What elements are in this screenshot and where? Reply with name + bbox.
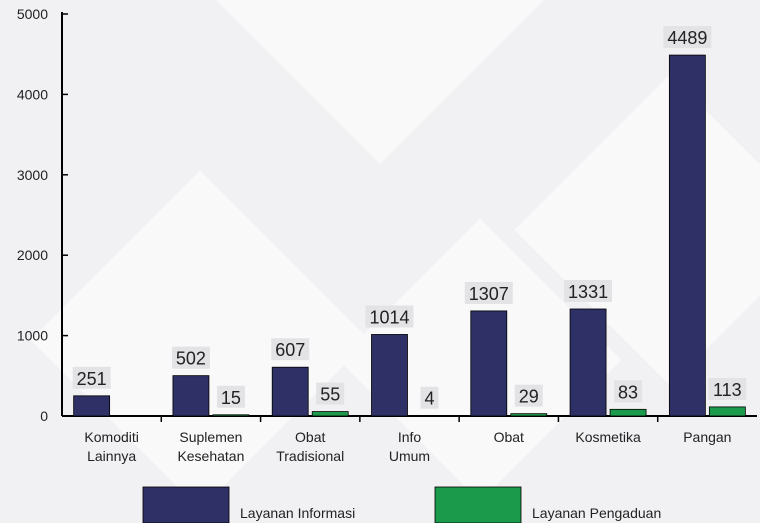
bar: [311, 411, 349, 417]
value-label-bg: [564, 279, 613, 302]
bar: [271, 366, 309, 417]
y-tick-label: 0: [40, 408, 48, 424]
legend-label: Layanan Informasi: [240, 505, 355, 521]
bar: [470, 310, 508, 417]
bar: [212, 414, 250, 417]
x-tick-label-line: Info: [398, 429, 422, 445]
bar: [609, 408, 647, 417]
value-label: 29: [519, 387, 539, 407]
legend-swatch: [434, 486, 522, 523]
x-tick-label-line: Tradisional: [276, 448, 344, 464]
bar: [73, 395, 111, 417]
x-tick-label: Info Umum: [389, 429, 430, 464]
value-label-bg: [72, 366, 111, 389]
value-label-bg: [271, 338, 310, 361]
x-tick-label-line: Pangan: [683, 429, 731, 445]
bar: [172, 375, 210, 417]
x-tick-label: Komoditi Lainnya: [84, 429, 138, 464]
value-label-bg: [420, 386, 439, 409]
bar: [569, 308, 607, 417]
value-label: 1331: [568, 282, 608, 302]
value-label: 55: [320, 385, 340, 405]
x-tick-label: Suplemen Kesehatan: [177, 429, 244, 464]
value-label-bg: [316, 382, 345, 405]
value-label-bg: [514, 384, 543, 407]
y-tick-label: 4000: [17, 86, 48, 102]
value-label-bg: [614, 380, 643, 403]
value-label-bg: [365, 305, 414, 328]
value-label: 83: [618, 382, 638, 402]
x-tick-label-line: Kosmetika: [575, 429, 641, 445]
y-tick-label: 3000: [17, 167, 48, 183]
bar: [510, 413, 548, 417]
value-label: 251: [77, 369, 107, 389]
x-tick-label: Obat: [494, 429, 524, 445]
x-tick-label-line: Umum: [389, 448, 430, 464]
value-label-bg: [216, 385, 245, 408]
x-tick-label: Obat Tradisional: [276, 429, 344, 464]
value-label: 502: [176, 349, 206, 369]
y-tick-label: 1000: [17, 328, 48, 344]
value-label-bg: [171, 346, 210, 369]
value-label: 15: [221, 388, 241, 408]
y-tick-label: 2000: [17, 247, 48, 263]
value-label: 4489: [667, 28, 707, 48]
legend-label: Layanan Pengaduan: [532, 505, 661, 521]
y-tick-label: 5000: [17, 6, 48, 22]
value-label-bg: [464, 281, 513, 304]
x-tick-label-line: Suplemen: [179, 429, 242, 445]
value-label: 1014: [369, 307, 409, 327]
x-tick-label-line: Obat: [295, 429, 325, 445]
x-tick-label-line: Lainnya: [87, 448, 136, 464]
bar: [708, 406, 746, 417]
value-label: 1307: [469, 284, 509, 304]
value-label-bg: [663, 26, 712, 49]
legend-swatch: [142, 486, 230, 523]
x-tick-label-line: Kesehatan: [177, 448, 244, 464]
value-label: 607: [275, 340, 305, 360]
x-tick-label: Kosmetika: [575, 429, 641, 445]
background-pattern: [30, 0, 760, 510]
x-tick-label: Pangan: [683, 429, 731, 445]
x-tick-label-line: Komoditi: [84, 429, 138, 445]
value-label: 4: [424, 389, 434, 409]
value-label-bg: [708, 377, 747, 400]
value-label: 113: [713, 380, 742, 400]
bar: [668, 54, 706, 417]
bar: [371, 334, 408, 417]
x-tick-label-line: Obat: [494, 429, 524, 445]
